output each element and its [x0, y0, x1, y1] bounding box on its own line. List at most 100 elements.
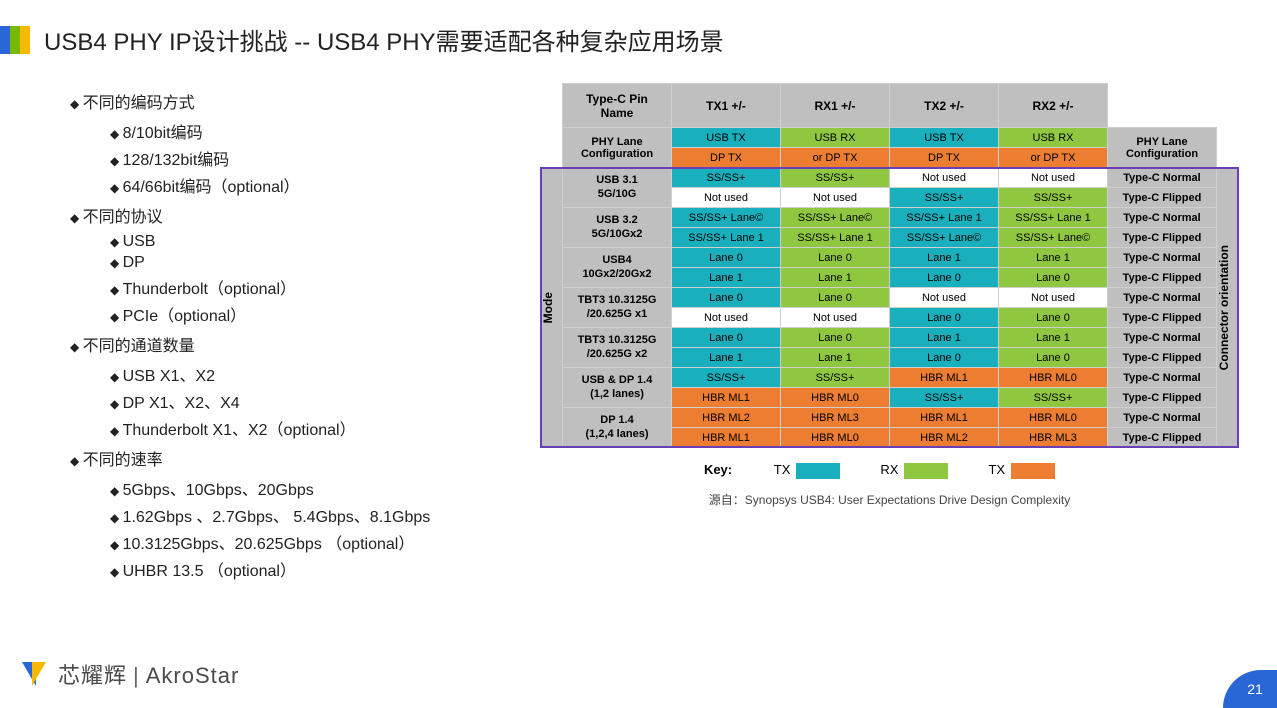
- hdr-col: RX1 +/-: [781, 84, 890, 128]
- title-row: USB4 PHY IP设计挑战 -- USB4 PHY需要适配各种复杂应用场景: [0, 0, 1277, 57]
- bullet-l2: Thunderbolt（optional）: [110, 275, 510, 299]
- table-wrap: Type-C PinNameTX1 +/-RX1 +/-TX2 +/-RX2 +…: [540, 83, 1239, 448]
- mode-cell: SS/SS+: [999, 188, 1108, 208]
- bullet-l2: USB X1、X2: [110, 362, 510, 386]
- mode-label: USB & DP 1.4(1,2 lanes): [563, 368, 672, 408]
- mode-label: USB410Gx2/20Gx2: [563, 248, 672, 288]
- mode-cell: SS/SS+: [890, 188, 999, 208]
- mode-cell: Lane 1: [999, 248, 1108, 268]
- bullet-l2: 10.3125Gbps、20.625Gbps （optional）: [110, 530, 510, 554]
- mode-label: DP 1.4(1,2,4 lanes): [563, 408, 672, 448]
- orientation-cell: Type-C Normal: [1108, 368, 1217, 388]
- mode-cell: SS/SS+ Lane 1: [890, 208, 999, 228]
- mode-cell: Lane 0: [890, 268, 999, 288]
- mode-cell: Lane 0: [781, 248, 890, 268]
- mode-cell: Lane 1: [781, 348, 890, 368]
- mode-label: USB 3.25G/10Gx2: [563, 208, 672, 248]
- conn-side: Connector orientation: [1217, 168, 1239, 448]
- mode-cell: Lane 1: [890, 328, 999, 348]
- bullet-l2: UHBR 13.5 （optional）: [110, 557, 510, 581]
- hdr-col: RX2 +/-: [999, 84, 1108, 128]
- bullet-l2: Thunderbolt X1、X2（optional）: [110, 416, 510, 440]
- bullet-l1: 不同的速率: [70, 446, 510, 470]
- orientation-cell: Type-C Flipped: [1108, 308, 1217, 328]
- bullet-l1: 不同的通道数量: [70, 332, 510, 356]
- mode-cell: Not used: [999, 168, 1108, 188]
- bullet-l2: 8/10bit编码: [110, 119, 510, 143]
- mode-cell: HBR ML0: [999, 408, 1108, 428]
- page-title: USB4 PHY IP设计挑战 -- USB4 PHY需要适配各种复杂应用场景: [44, 22, 724, 57]
- orientation-cell: Type-C Flipped: [1108, 268, 1217, 288]
- orientation-cell: Type-C Normal: [1108, 288, 1217, 308]
- key-row: Key: TXRXTX: [540, 462, 1239, 479]
- mode-cell: SS/SS+: [672, 368, 781, 388]
- mode-cell: SS/SS+: [781, 368, 890, 388]
- orientation-cell: Type-C Flipped: [1108, 428, 1217, 448]
- mode-cell: Lane 0: [999, 308, 1108, 328]
- phy-cell: USB TX: [890, 128, 999, 148]
- mode-cell: SS/SS+ Lane©: [781, 208, 890, 228]
- orientation-cell: Type-C Flipped: [1108, 348, 1217, 368]
- content: 不同的编码方式 8/10bit编码 128/132bit编码 64/66bit编码（o…: [0, 57, 1277, 584]
- mode-cell: Not used: [781, 188, 890, 208]
- logo-icon: [22, 660, 50, 688]
- page-number: 21: [1223, 670, 1277, 708]
- mode-cell: Lane 0: [890, 348, 999, 368]
- bullet-l1: 不同的编码方式: [70, 89, 510, 113]
- orientation-cell: Type-C Normal: [1108, 408, 1217, 428]
- mode-cell: Not used: [890, 288, 999, 308]
- mode-cell: Not used: [890, 168, 999, 188]
- mode-cell: Not used: [672, 308, 781, 328]
- orientation-cell: Type-C Flipped: [1108, 228, 1217, 248]
- mode-cell: Not used: [672, 188, 781, 208]
- orientation-cell: Type-C Normal: [1108, 208, 1217, 228]
- bullet-l2: 128/132bit编码: [110, 146, 510, 170]
- bullet-l2: 1.62Gbps 、2.7Gbps、 5.4Gbps、8.1Gbps: [110, 503, 510, 527]
- mode-cell: HBR ML1: [890, 408, 999, 428]
- mode-cell: SS/SS+ Lane©: [890, 228, 999, 248]
- phy-cell: USB RX: [999, 128, 1108, 148]
- phy-lane-left: PHY LaneConfiguration: [563, 128, 672, 168]
- mode-cell: HBR ML0: [781, 428, 890, 448]
- hdr-col: TX2 +/-: [890, 84, 999, 128]
- mode-cell: Lane 0: [672, 328, 781, 348]
- mode-cell: HBR ML1: [890, 368, 999, 388]
- phy-cell: DP TX: [672, 148, 781, 168]
- mode-cell: SS/SS+ Lane©: [672, 208, 781, 228]
- hdr-pin: Type-C PinName: [563, 84, 672, 128]
- bullet-column: 不同的编码方式 8/10bit编码 128/132bit编码 64/66bit编码（o…: [70, 83, 510, 584]
- mode-label: TBT3 10.3125G/20.625G x2: [563, 328, 672, 368]
- mode-cell: Lane 0: [999, 268, 1108, 288]
- bullet-l2: DP X1、X2、X4: [110, 389, 510, 413]
- phy-lane-right: PHY LaneConfiguration: [1108, 128, 1217, 168]
- logo-text: 芯耀辉|AkroStar: [58, 658, 239, 690]
- orientation-cell: Type-C Normal: [1108, 328, 1217, 348]
- mode-cell: Lane 0: [672, 288, 781, 308]
- mode-cell: HBR ML1: [672, 428, 781, 448]
- orientation-cell: Type-C Normal: [1108, 248, 1217, 268]
- bullet-l2: DP: [110, 254, 510, 272]
- mode-cell: Lane 1: [672, 348, 781, 368]
- logo-cn: 芯耀辉: [58, 663, 127, 688]
- mode-cell: SS/SS+: [672, 168, 781, 188]
- mode-cell: SS/SS+: [999, 388, 1108, 408]
- mode-cell: Lane 1: [672, 268, 781, 288]
- phy-cell: USB TX: [672, 128, 781, 148]
- pin-table: Type-C PinNameTX1 +/-RX1 +/-TX2 +/-RX2 +…: [540, 83, 1239, 448]
- bullet-l2: USB: [110, 233, 510, 251]
- logo-en: AkroStar: [146, 663, 240, 688]
- hdr-col: TX1 +/-: [672, 84, 781, 128]
- phy-cell: DP TX: [890, 148, 999, 168]
- bullet-l2: 64/66bit编码（optional）: [110, 173, 510, 197]
- mode-cell: HBR ML0: [999, 368, 1108, 388]
- mode-label: TBT3 10.3125G/20.625G x1: [563, 288, 672, 328]
- mode-cell: SS/SS+ Lane 1: [781, 228, 890, 248]
- mode-cell: SS/SS+: [781, 168, 890, 188]
- mode-cell: HBR ML3: [999, 428, 1108, 448]
- mode-cell: Lane 0: [781, 288, 890, 308]
- mode-cell: Not used: [781, 308, 890, 328]
- mode-cell: SS/SS+ Lane©: [999, 228, 1108, 248]
- bullet-l2: 5Gbps、10Gbps、20Gbps: [110, 476, 510, 500]
- mode-cell: HBR ML2: [890, 428, 999, 448]
- mode-cell: Lane 1: [781, 268, 890, 288]
